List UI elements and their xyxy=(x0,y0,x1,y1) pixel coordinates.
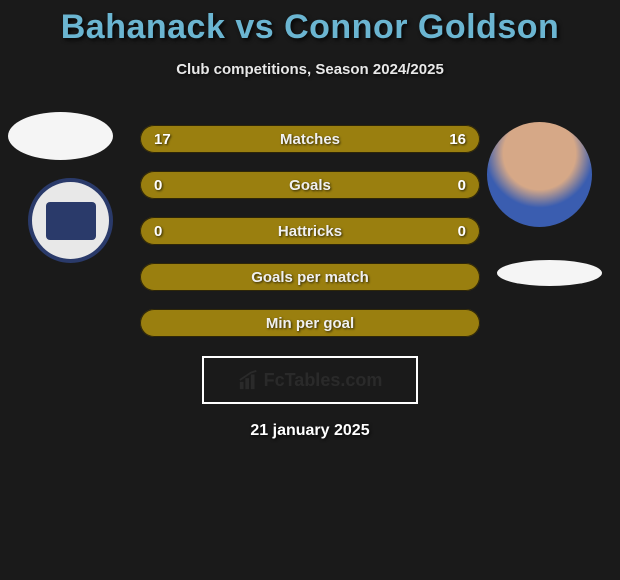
stat-row: Min per goal xyxy=(140,309,480,337)
stat-row: Goals per match xyxy=(140,263,480,291)
stat-label: Goals xyxy=(162,177,457,194)
player1-club-badge xyxy=(28,178,113,263)
stat-label: Matches xyxy=(171,131,450,148)
date-label: 21 january 2025 xyxy=(0,422,620,440)
club-badge-inner xyxy=(46,202,96,240)
stat-row: 0Hattricks0 xyxy=(140,217,480,245)
stat-label: Goals per match xyxy=(154,269,466,286)
stat-right-value: 0 xyxy=(458,177,466,194)
stat-row: 17Matches16 xyxy=(140,125,480,153)
page-subtitle: Club competitions, Season 2024/2025 xyxy=(0,61,620,78)
player2-avatar xyxy=(487,122,592,227)
player1-avatar-placeholder xyxy=(8,112,113,160)
fctables-logo: FcTables.com xyxy=(202,356,418,404)
chart-icon xyxy=(238,369,260,391)
stat-left-value: 0 xyxy=(154,223,162,240)
logo-text: FcTables.com xyxy=(264,370,383,391)
stat-label: Hattricks xyxy=(162,223,457,240)
stat-right-value: 0 xyxy=(458,223,466,240)
page-title: Bahanack vs Connor Goldson xyxy=(0,8,620,47)
stat-label: Min per goal xyxy=(154,315,466,332)
stat-left-value: 0 xyxy=(154,177,162,194)
stat-right-value: 16 xyxy=(449,131,466,148)
stats-panel: 17Matches160Goals00Hattricks0Goals per m… xyxy=(140,125,480,355)
stat-row: 0Goals0 xyxy=(140,171,480,199)
stat-left-value: 17 xyxy=(154,131,171,148)
player2-club-badge-placeholder xyxy=(497,260,602,286)
